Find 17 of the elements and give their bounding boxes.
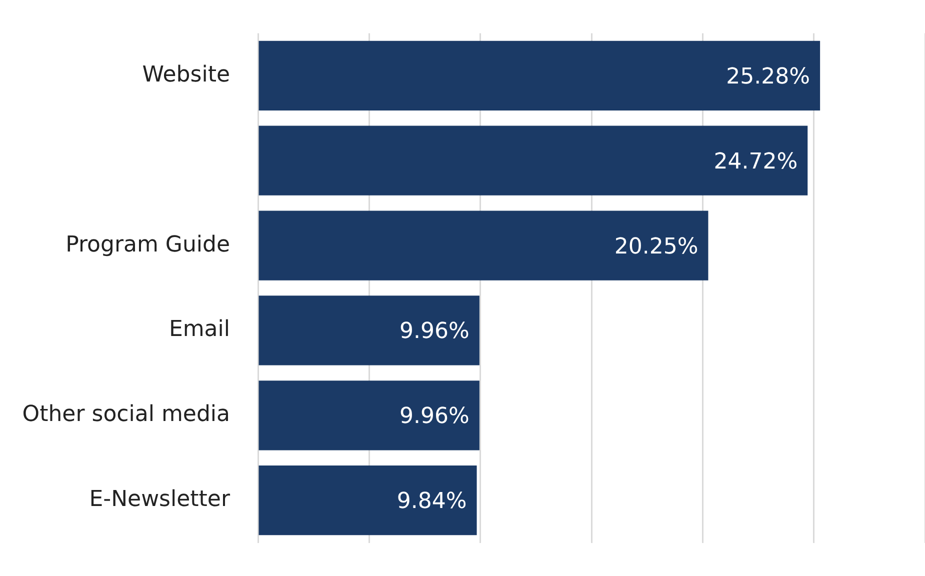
bar [258, 126, 808, 196]
y-tick-label: Program Guide [66, 232, 230, 258]
data-label: 9.84% [396, 489, 467, 514]
y-tick-label: Website [142, 62, 230, 88]
bar [258, 296, 480, 366]
y-tick-label: Email [168, 317, 230, 342]
bar [258, 40, 820, 110]
y-tick-label: Other social media [22, 402, 230, 428]
bar [258, 466, 477, 536]
data-label: 20.25% [614, 234, 698, 260]
data-label: 9.96% [400, 404, 470, 430]
data-label: 24.72% [714, 149, 798, 174]
data-label: 25.28% [726, 64, 810, 90]
y-tick-label: E-Newsletter [89, 487, 231, 512]
bar [258, 380, 480, 450]
data-label: 9.96% [400, 319, 470, 344]
bar [258, 210, 708, 280]
